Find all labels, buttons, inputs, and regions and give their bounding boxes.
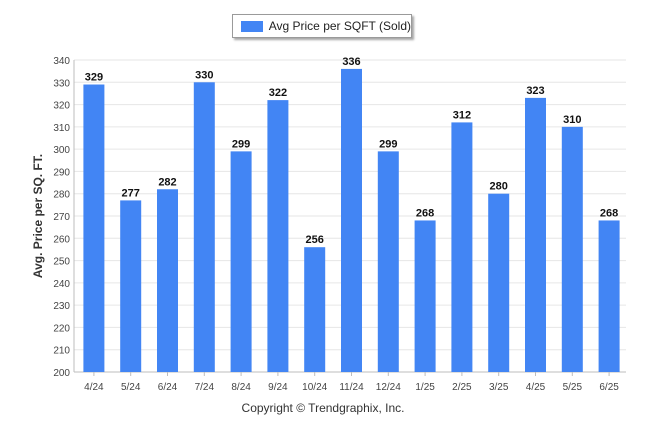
bar	[83, 84, 105, 372]
x-tick-label: 2/25	[452, 382, 472, 393]
bar	[451, 122, 473, 373]
data-label: 322	[269, 87, 287, 99]
x-tick-label: 12/24	[376, 382, 401, 393]
data-label: 310	[563, 114, 581, 126]
y-tick-label: 240	[53, 279, 70, 290]
data-label: 330	[195, 69, 213, 81]
x-tick-label: 7/24	[195, 382, 215, 393]
legend-swatch	[241, 20, 263, 32]
bar	[598, 220, 620, 372]
x-tick-label: 10/24	[302, 382, 327, 393]
bar	[414, 220, 436, 372]
y-tick-label: 300	[53, 145, 70, 156]
data-label: 268	[416, 207, 434, 219]
x-tick-label: 8/24	[231, 382, 251, 393]
bar	[341, 68, 362, 373]
x-tick-label: 3/25	[489, 382, 509, 393]
y-tick-label: 330	[53, 78, 70, 89]
data-label: 256	[306, 234, 324, 246]
x-tick-label: 4/24	[84, 382, 104, 393]
data-label: 282	[158, 176, 176, 188]
y-tick-label: 290	[53, 167, 70, 178]
y-tick-label: 200	[53, 368, 70, 379]
bar	[120, 200, 142, 372]
y-tick-label: 270	[53, 212, 70, 223]
bar	[267, 100, 289, 372]
y-axis-title: Avg. Price per SQ. FT.	[31, 154, 45, 278]
bar	[157, 189, 178, 372]
data-label: 336	[342, 56, 360, 68]
bar	[377, 151, 399, 372]
x-tick-label: 5/25	[563, 382, 583, 393]
x-tick-label: 11/24	[339, 382, 364, 393]
x-tick-label: 6/24	[158, 382, 178, 393]
data-label: 312	[453, 109, 471, 121]
y-tick-label: 320	[53, 101, 70, 112]
y-tick-label: 260	[53, 234, 70, 245]
x-tick-label: 4/25	[526, 382, 546, 393]
legend-label: Avg Price per SQFT (Sold)	[268, 19, 411, 33]
bar	[304, 247, 326, 372]
data-label: 323	[526, 85, 544, 97]
data-label: 299	[379, 138, 397, 150]
data-label: 280	[490, 181, 508, 193]
y-tick-label: 310	[53, 123, 70, 134]
bar	[193, 82, 215, 373]
y-tick-label: 220	[53, 323, 70, 334]
x-tick-label: 9/24	[268, 382, 288, 393]
y-tick-label: 340	[53, 56, 70, 67]
x-tick-label: 5/24	[121, 382, 141, 393]
legend: Avg Price per SQFT (Sold)	[232, 14, 412, 38]
bar	[525, 97, 546, 372]
bar	[488, 193, 510, 372]
bar	[561, 126, 583, 372]
data-label: 277	[122, 187, 140, 199]
x-tick-label: 1/25	[415, 382, 435, 393]
data-label: 268	[600, 207, 618, 219]
data-label: 329	[85, 72, 103, 84]
data-label: 299	[232, 138, 250, 150]
y-tick-label: 210	[53, 346, 70, 357]
y-tick-label: 250	[53, 257, 70, 268]
x-tick-label: 6/25	[599, 382, 619, 393]
y-tick-label: 280	[53, 190, 70, 201]
bar	[230, 151, 252, 372]
y-tick-label: 230	[53, 301, 70, 312]
copyright-footer: Copyright © Trendgraphix, Inc.	[241, 401, 405, 415]
